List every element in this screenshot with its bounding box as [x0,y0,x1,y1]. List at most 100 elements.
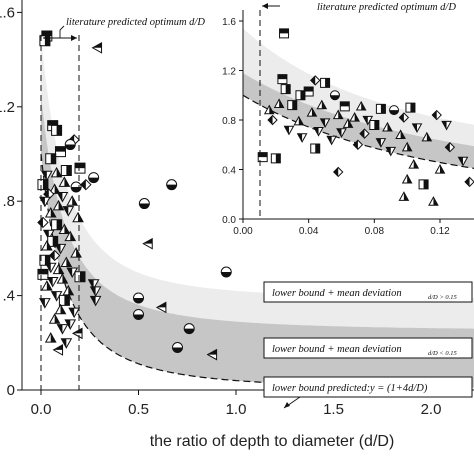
inset-x-tick-label: 0.12 [430,226,450,237]
lower-band-label: lower bound + mean deviation d/D < 0.15 [263,337,473,359]
data-point [91,41,103,54]
x-tick-label: 0.0 [31,401,52,418]
inset-points [257,28,474,206]
svg-text:lower bound + mean deviation: lower bound + mean deviation [272,288,402,299]
optimum-arrow-head-left [43,35,49,41]
data-point [62,284,75,296]
svg-text:lower bound predicted:: lower bound predicted: [272,383,370,394]
inset-data-point [382,121,393,132]
inset-data-point [405,102,416,113]
inset-data-point [326,135,337,146]
data-point [52,263,65,275]
data-point [51,219,63,231]
inset-optimum-arrow-head [262,3,268,9]
inset-data-point [464,176,474,188]
data-point [80,178,92,191]
data-point [58,176,71,187]
data-point [70,247,82,258]
inset-data-point [332,109,344,120]
inset-data-point [398,112,410,123]
data-point [48,183,61,194]
inset-data-point [431,109,442,121]
data-point [45,153,57,165]
data-point [44,332,57,343]
inset-data-point [303,86,314,97]
inset-data-point [273,98,285,109]
data-point [68,307,80,319]
inset-y-tick-label: 1.6 [222,17,236,28]
data-point [37,268,49,280]
inset-x-ticks: 0.00 0.04 0.08 0.12 [233,219,450,237]
data-point [58,223,71,235]
inset-lower-band [243,73,474,169]
inset-data-point [267,114,278,126]
data-point [44,206,57,218]
inset-lower-bound-curve [243,94,474,169]
x-tick-label: 1.0 [226,401,247,418]
svg-text:d/D > 0.15: d/D > 0.15 [428,294,458,301]
y-tick-label: .4 [2,288,15,305]
predicted-label: lower bound predicted: y = (1+4d/D) [263,376,473,398]
data-point [183,323,195,335]
x-tick-label: 1.5 [323,401,344,418]
data-point [37,179,49,191]
inset-data-point [457,156,469,167]
inset-data-point [296,133,308,143]
inset-data-point [263,104,275,115]
inset-data-point [401,141,413,152]
data-point [46,276,59,288]
inset-data-point [310,143,321,154]
data-point [51,124,63,136]
data-point [89,286,102,297]
data-point [88,172,100,184]
data-point [44,262,57,274]
inset-data-point [333,166,344,178]
inset-upper-band [243,28,474,147]
y-tick-label: 1.6 [0,4,15,21]
data-point [133,308,144,320]
inset-data-point [434,163,446,174]
data-point [37,216,49,229]
data-point [52,344,64,356]
inset-data-point [313,127,324,137]
inset-data-point [444,142,456,153]
inset-data-point [339,101,350,112]
inset-data-point [421,131,433,142]
inset-data-point [295,90,306,101]
inset-data-point [395,129,406,139]
data-point [39,254,51,266]
data-point [50,166,63,178]
inset-data-point [319,118,331,129]
data-point [41,280,53,291]
inset-x-tick-label: 0.00 [233,226,253,237]
x-tick-label: 0.5 [128,401,149,418]
inset-data-point [389,105,400,116]
inset-data-point [310,75,321,86]
inset-data-point [369,119,380,130]
data-point [41,170,53,182]
inset-data-point [306,107,318,117]
data-point [60,165,72,177]
x-tick-label: 2.0 [421,401,442,418]
data-point [172,342,183,354]
data-point [48,313,61,324]
data-point [58,294,70,306]
data-point [166,179,178,191]
y-ticks: 0 .4 .8 1.2 1.6 [0,4,22,399]
inset-data-point [336,128,347,138]
data-point [52,199,65,211]
data-point [206,348,218,361]
data-point [155,301,167,314]
inset-data-point [428,196,439,206]
data-point [64,230,77,242]
data-point [60,256,73,268]
data-point [56,191,69,203]
inset-data-point [342,118,354,128]
data-point [138,198,150,210]
data-point [60,338,73,349]
inset-optimum-annotation: literature predicted optimum d/D [317,2,456,13]
data-point [48,249,61,262]
x-axis-label: the ratio of depth to diameter (d/D) [150,433,395,450]
inset-data-point [349,111,360,122]
main-points [37,30,232,361]
